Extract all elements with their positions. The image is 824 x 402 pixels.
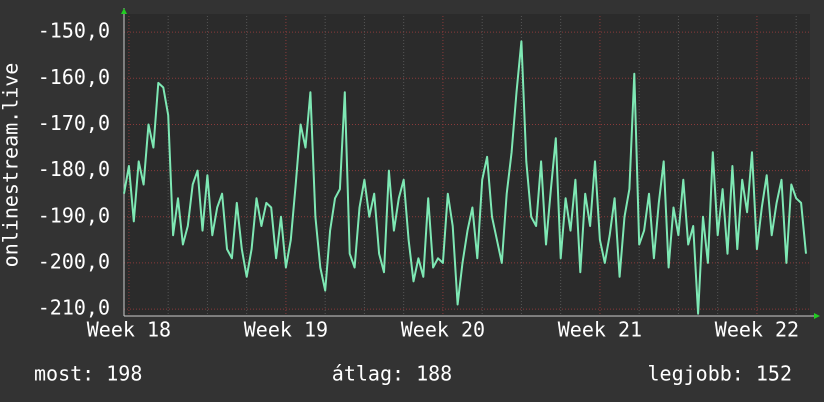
axis-arrow	[121, 8, 127, 14]
y-tick-label: -170,0	[38, 111, 110, 135]
x-tick-label: Week 22	[715, 318, 799, 342]
data-line	[123, 40, 807, 315]
stat: most: 198	[34, 362, 142, 386]
y-tick-label: -210,0	[38, 296, 110, 320]
y-axis-label: onlinestream.live	[0, 63, 23, 268]
plot-area	[124, 14, 810, 316]
y-tick-label: -200,0	[38, 249, 110, 273]
y-tick-label: -160,0	[38, 65, 110, 89]
y-tick-label: -190,0	[38, 203, 110, 227]
x-tick-label: Week 20	[401, 318, 485, 342]
axis-arrow	[814, 313, 820, 319]
x-tick-label: Week 19	[244, 318, 328, 342]
x-tick-label: Week 18	[87, 318, 171, 342]
stat: legjobb: 152	[648, 362, 793, 386]
y-tick-label: -150,0	[38, 19, 110, 43]
y-tick-label: -180,0	[38, 157, 110, 181]
stat: átlag: 188	[332, 362, 452, 386]
x-tick-label: Week 21	[558, 318, 642, 342]
